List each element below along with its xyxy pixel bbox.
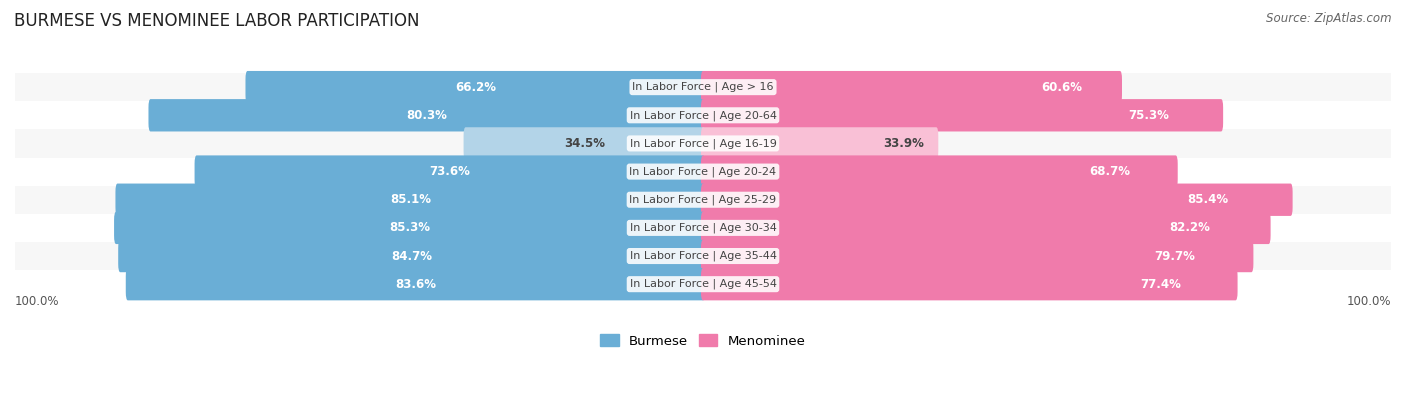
Text: 75.3%: 75.3% xyxy=(1128,109,1168,122)
FancyBboxPatch shape xyxy=(702,184,1292,216)
Text: 73.6%: 73.6% xyxy=(429,165,470,178)
Text: 100.0%: 100.0% xyxy=(1347,295,1391,308)
Bar xyxy=(15,186,1391,214)
Text: In Labor Force | Age 16-19: In Labor Force | Age 16-19 xyxy=(630,138,776,149)
Bar xyxy=(15,158,1391,186)
Bar xyxy=(15,101,1391,130)
FancyBboxPatch shape xyxy=(702,127,938,160)
Legend: Burmese, Menominee: Burmese, Menominee xyxy=(595,329,811,353)
FancyBboxPatch shape xyxy=(125,268,704,300)
Bar xyxy=(15,130,1391,158)
Bar xyxy=(15,214,1391,242)
FancyBboxPatch shape xyxy=(702,268,1237,300)
Text: 83.6%: 83.6% xyxy=(395,278,436,291)
Text: 100.0%: 100.0% xyxy=(15,295,59,308)
Text: 85.1%: 85.1% xyxy=(389,193,430,206)
Text: In Labor Force | Age 30-34: In Labor Force | Age 30-34 xyxy=(630,223,776,233)
FancyBboxPatch shape xyxy=(702,240,1253,272)
Text: In Labor Force | Age > 16: In Labor Force | Age > 16 xyxy=(633,82,773,92)
FancyBboxPatch shape xyxy=(115,184,704,216)
FancyBboxPatch shape xyxy=(702,99,1223,132)
Text: BURMESE VS MENOMINEE LABOR PARTICIPATION: BURMESE VS MENOMINEE LABOR PARTICIPATION xyxy=(14,12,419,30)
Text: 60.6%: 60.6% xyxy=(1040,81,1083,94)
Text: 34.5%: 34.5% xyxy=(564,137,605,150)
Text: 82.2%: 82.2% xyxy=(1168,221,1209,234)
Text: 84.7%: 84.7% xyxy=(391,250,432,263)
Bar xyxy=(15,242,1391,270)
Text: In Labor Force | Age 35-44: In Labor Force | Age 35-44 xyxy=(630,251,776,261)
Text: 85.4%: 85.4% xyxy=(1188,193,1229,206)
Text: 66.2%: 66.2% xyxy=(454,81,496,94)
Text: 77.4%: 77.4% xyxy=(1140,278,1181,291)
FancyBboxPatch shape xyxy=(702,155,1178,188)
Text: 68.7%: 68.7% xyxy=(1090,165,1130,178)
Text: In Labor Force | Age 45-54: In Labor Force | Age 45-54 xyxy=(630,279,776,290)
Text: 79.7%: 79.7% xyxy=(1154,250,1195,263)
FancyBboxPatch shape xyxy=(149,99,704,132)
FancyBboxPatch shape xyxy=(464,127,704,160)
Text: 33.9%: 33.9% xyxy=(883,137,924,150)
Text: Source: ZipAtlas.com: Source: ZipAtlas.com xyxy=(1267,12,1392,25)
FancyBboxPatch shape xyxy=(702,212,1271,244)
FancyBboxPatch shape xyxy=(246,71,704,103)
FancyBboxPatch shape xyxy=(114,212,704,244)
FancyBboxPatch shape xyxy=(118,240,704,272)
Text: In Labor Force | Age 20-64: In Labor Force | Age 20-64 xyxy=(630,110,776,120)
FancyBboxPatch shape xyxy=(702,71,1122,103)
Bar xyxy=(15,73,1391,101)
Text: 80.3%: 80.3% xyxy=(406,109,447,122)
Bar xyxy=(15,270,1391,298)
Text: 85.3%: 85.3% xyxy=(389,221,430,234)
FancyBboxPatch shape xyxy=(194,155,704,188)
Text: In Labor Force | Age 20-24: In Labor Force | Age 20-24 xyxy=(630,166,776,177)
Text: In Labor Force | Age 25-29: In Labor Force | Age 25-29 xyxy=(630,194,776,205)
